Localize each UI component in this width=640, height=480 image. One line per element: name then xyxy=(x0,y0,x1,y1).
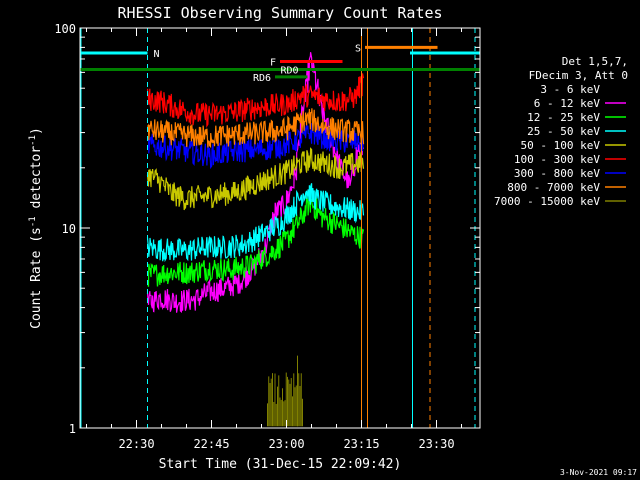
y-tick-label-0: 1 xyxy=(69,422,76,436)
y-axis-title-text: Count Rate (s-1 detector-1) xyxy=(28,127,44,329)
x-tick-label-2: 22:45 xyxy=(193,437,229,451)
series-line-5 xyxy=(146,73,365,129)
legend-label-8: 7000 - 15000 keV xyxy=(494,195,600,208)
y-axis-title-group: Count Rate (s-1 detector-1) xyxy=(28,127,44,329)
x-tick-label-1: 22:30 xyxy=(118,437,154,451)
x-tick-label-4: 23:15 xyxy=(343,437,379,451)
segment-label-2: S xyxy=(355,43,361,54)
legend-label-4: 50 - 100 keV xyxy=(521,139,601,152)
y-axis-title-part: -1 xyxy=(28,216,38,227)
y-axis-title-part: detector xyxy=(29,146,44,217)
footer-date: 3-Nov-2021 09:17 xyxy=(560,468,637,477)
segment-label-3: F xyxy=(270,57,276,68)
legend-label-3: 25 - 50 keV xyxy=(527,125,600,138)
legend-label-7: 800 - 7000 keV xyxy=(507,181,600,194)
series-line-3 xyxy=(146,183,365,263)
legend-header-1: FDecim 3, Att 0 xyxy=(529,69,628,82)
legend-label-6: 300 - 800 keV xyxy=(514,167,600,180)
y-axis-title-part: -1 xyxy=(28,135,38,146)
y-tick-label-1: 10 xyxy=(62,222,76,236)
segment-label-5: RD6 xyxy=(253,73,271,84)
y-axis-title-part: ) xyxy=(29,127,44,135)
plot-area: N S F RD0 RD6 1 10 100 22:30 22:45 23:00 23:15 23:30 xyxy=(54,22,481,451)
chart-title: RHESSI Observing Summary Count Rates xyxy=(117,4,442,22)
segment-label-0: N xyxy=(154,49,160,60)
y-axis-title: Count Rate (s-1 detector-1) xyxy=(28,127,44,329)
x-axis-title: Start Time (31-Dec-15 22:09:42) xyxy=(159,457,402,472)
series-line-6 xyxy=(146,123,365,170)
legend-label-5: 100 - 300 keV xyxy=(514,153,600,166)
legend-header-0: Det 1,5,7, xyxy=(562,55,628,68)
legend-label-0: 3 - 6 keV xyxy=(540,83,600,96)
series-line-4 xyxy=(146,147,365,211)
segment-label-4: RD0 xyxy=(280,66,298,77)
plot-frame xyxy=(79,27,481,429)
x-tick-label-3: 23:00 xyxy=(268,437,304,451)
y-axis-title-part: Count Rate (s xyxy=(29,227,44,329)
legend-label-1: 6 - 12 keV xyxy=(534,97,601,110)
legend-label-2: 12 - 25 keV xyxy=(527,111,600,124)
y-tick-label-2: 100 xyxy=(54,22,76,36)
plot-inner xyxy=(80,28,480,428)
x-tick-label-5: 23:30 xyxy=(418,437,454,451)
series-line-2 xyxy=(146,192,365,287)
series-line-7 xyxy=(147,108,365,149)
